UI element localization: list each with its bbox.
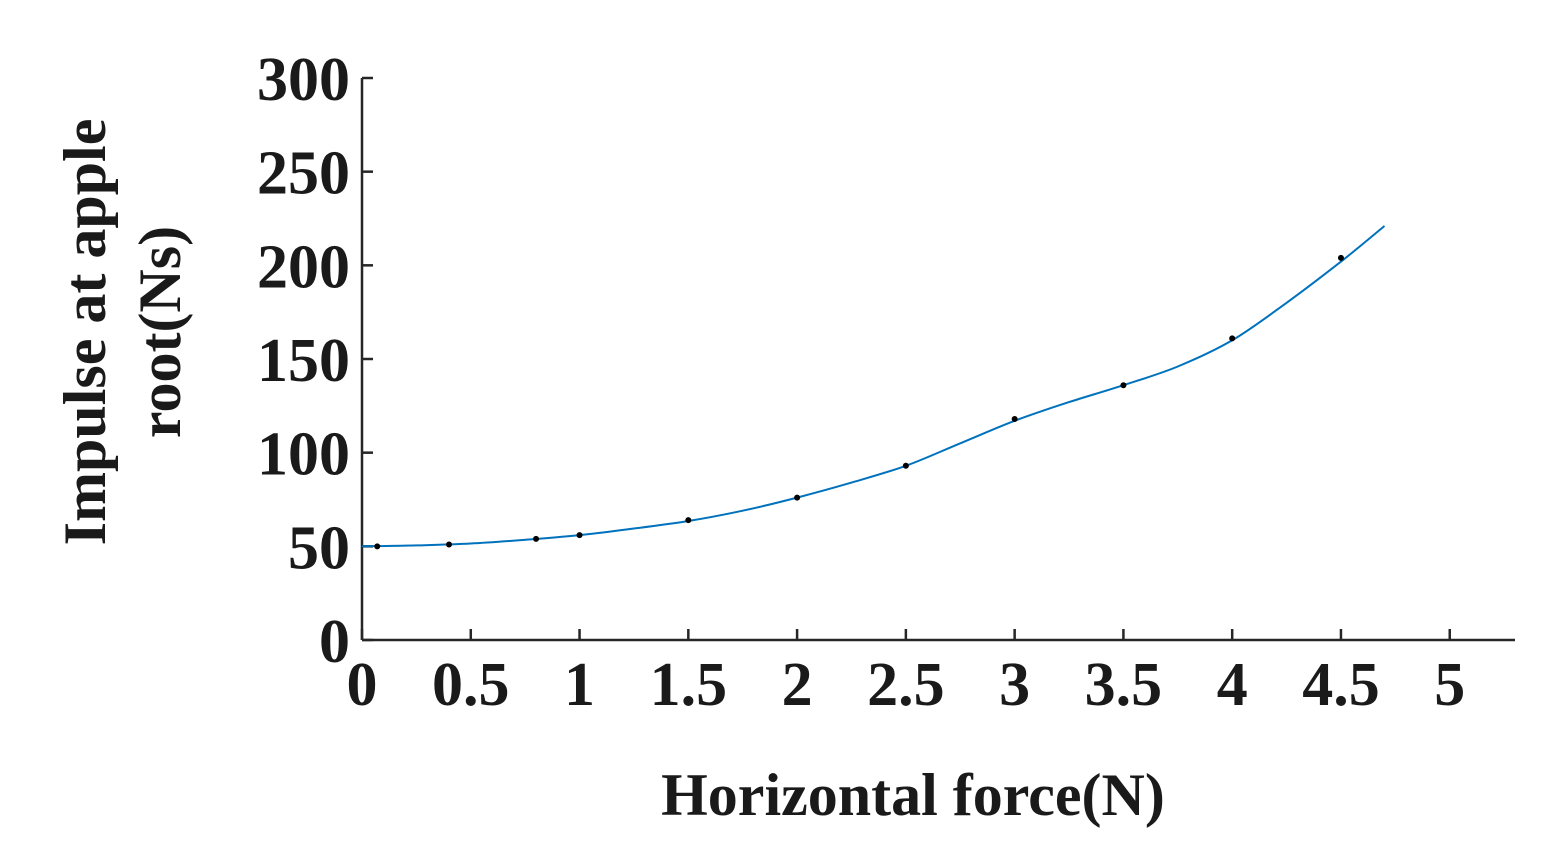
x-tick-label: 1 — [564, 651, 595, 719]
series-layer — [361, 225, 1386, 550]
x-axis-title: Horizontal force(N) — [661, 762, 1165, 828]
y-tick-label: 50 — [288, 514, 350, 582]
x-tick-label: 0 — [347, 651, 378, 719]
x-tick-label: 5 — [1434, 651, 1465, 719]
data-point — [902, 462, 909, 469]
data-point — [1229, 335, 1236, 342]
y-tick-label: 250 — [257, 140, 350, 208]
data-point — [794, 494, 801, 501]
data-point — [374, 543, 381, 550]
y-tick-label: 150 — [257, 327, 350, 395]
y-axis-title-line-1: Impulse at apple — [52, 119, 118, 546]
y-tick-label: 200 — [257, 233, 350, 301]
x-tick-label: 3.5 — [1085, 651, 1163, 719]
data-point — [446, 541, 453, 548]
y-tick-label: 300 — [257, 46, 350, 114]
x-tick-label: 3 — [999, 651, 1030, 719]
y-axis-title: Impulse at apple root(Ns) — [52, 119, 193, 546]
fit-curve — [361, 225, 1386, 548]
data-point — [1337, 254, 1344, 261]
x-tick-label: 4 — [1217, 651, 1248, 719]
data-point — [576, 532, 583, 539]
data-point — [533, 535, 540, 542]
y-tick-label: 0 — [319, 608, 350, 676]
x-tick-label: 1.5 — [650, 651, 728, 719]
y-tick-label: 100 — [257, 421, 350, 489]
x-tick-label: 2 — [782, 651, 813, 719]
x-tick-label: 2.5 — [867, 651, 945, 719]
data-point — [685, 517, 692, 524]
x-tick-label: 0.5 — [432, 651, 510, 719]
data-point — [1011, 415, 1018, 422]
data-point — [1120, 382, 1127, 389]
y-axis-title-line-2: root(Ns) — [127, 226, 193, 438]
x-tick-label: 4.5 — [1302, 651, 1380, 719]
